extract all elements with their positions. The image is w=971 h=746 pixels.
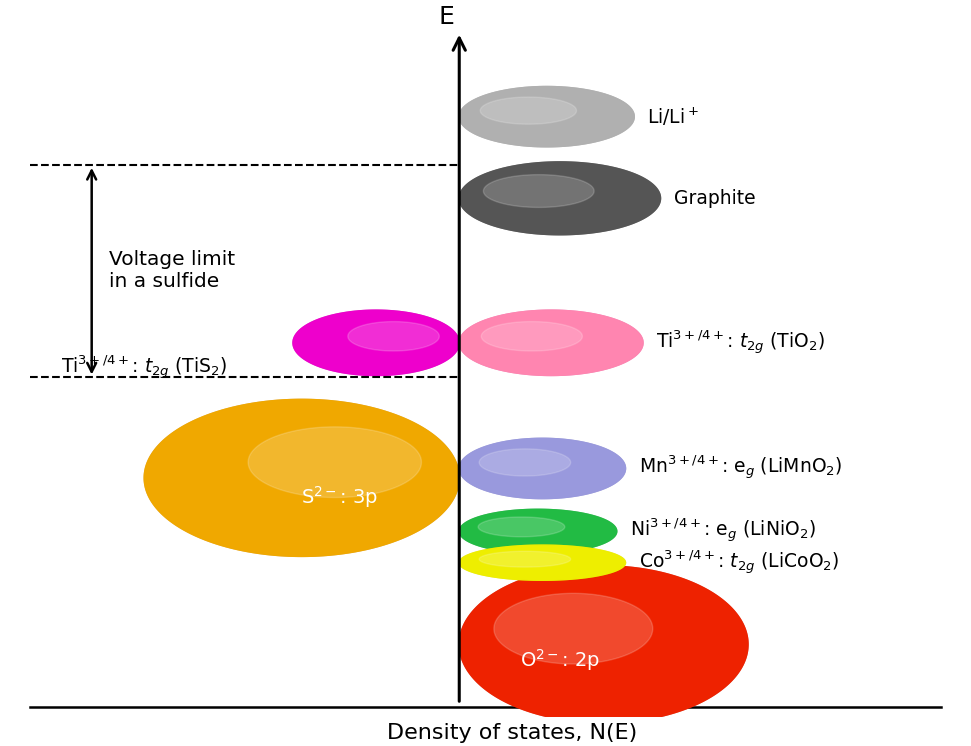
Polygon shape [459, 310, 643, 375]
Polygon shape [480, 551, 571, 567]
Polygon shape [145, 399, 459, 557]
Polygon shape [482, 322, 583, 351]
Polygon shape [249, 427, 421, 498]
Polygon shape [459, 510, 617, 554]
Text: Mn$^{3+/4+}$: e$_g$ (LiMnO$_2$): Mn$^{3+/4+}$: e$_g$ (LiMnO$_2$) [639, 454, 842, 483]
Polygon shape [293, 310, 459, 375]
Polygon shape [459, 87, 634, 147]
Polygon shape [459, 510, 617, 554]
Polygon shape [478, 517, 565, 537]
Text: Density of states, N(E): Density of states, N(E) [386, 723, 637, 743]
Polygon shape [459, 87, 634, 147]
Polygon shape [459, 565, 748, 723]
Polygon shape [459, 545, 625, 580]
Polygon shape [459, 310, 643, 375]
Polygon shape [459, 565, 748, 723]
Text: Ti$^{3+/4+}$: $t_{2g}$ (TiO$_2$): Ti$^{3+/4+}$: $t_{2g}$ (TiO$_2$) [656, 329, 825, 357]
Text: Ti$^{3+/4+}$: $t_{2g}$ (TiS$_2$): Ti$^{3+/4+}$: $t_{2g}$ (TiS$_2$) [61, 354, 227, 382]
Polygon shape [494, 593, 653, 664]
Text: Co$^{3+/4+}$: $t_{2g}$ (LiCoO$_2$): Co$^{3+/4+}$: $t_{2g}$ (LiCoO$_2$) [639, 549, 839, 577]
Polygon shape [459, 545, 625, 580]
Polygon shape [293, 310, 459, 375]
Polygon shape [480, 449, 571, 476]
Polygon shape [459, 162, 660, 235]
Polygon shape [481, 97, 577, 124]
Text: S$^{2-}$: 3p: S$^{2-}$: 3p [301, 483, 378, 510]
Text: Ni$^{3+/4+}$: e$_g$ (LiNiO$_2$): Ni$^{3+/4+}$: e$_g$ (LiNiO$_2$) [630, 517, 816, 545]
Text: Graphite: Graphite [674, 189, 755, 208]
Text: E: E [439, 4, 454, 28]
Text: Li/Li$^+$: Li/Li$^+$ [648, 106, 699, 128]
Polygon shape [348, 322, 439, 351]
Polygon shape [459, 439, 625, 498]
Polygon shape [459, 439, 625, 498]
Polygon shape [459, 162, 660, 235]
Text: Voltage limit
in a sulfide: Voltage limit in a sulfide [109, 250, 235, 291]
Text: O$^{2-}$: 2p: O$^{2-}$: 2p [520, 647, 600, 673]
Polygon shape [145, 399, 459, 557]
Polygon shape [484, 175, 594, 207]
